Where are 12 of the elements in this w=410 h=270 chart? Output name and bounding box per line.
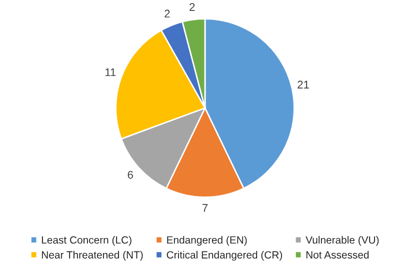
data-label: 6 bbox=[128, 170, 133, 179]
legend-label: Critical Endangered (CR) bbox=[166, 250, 282, 261]
data-label: 2 bbox=[190, 3, 195, 11]
legend-label: Vulnerable (VU) bbox=[306, 236, 379, 246]
data-label: 21 bbox=[298, 80, 309, 88]
legend-label: Endangered (EN) bbox=[167, 236, 247, 246]
legend-label: Least Concern (LC) bbox=[42, 236, 132, 246]
legend-label: Not Assessed bbox=[306, 250, 369, 259]
data-label: 11 bbox=[105, 68, 116, 76]
legend-label: Near Threatened (NT) bbox=[42, 250, 143, 261]
data-label: 7 bbox=[202, 204, 208, 212]
data-label: 2 bbox=[164, 10, 170, 18]
